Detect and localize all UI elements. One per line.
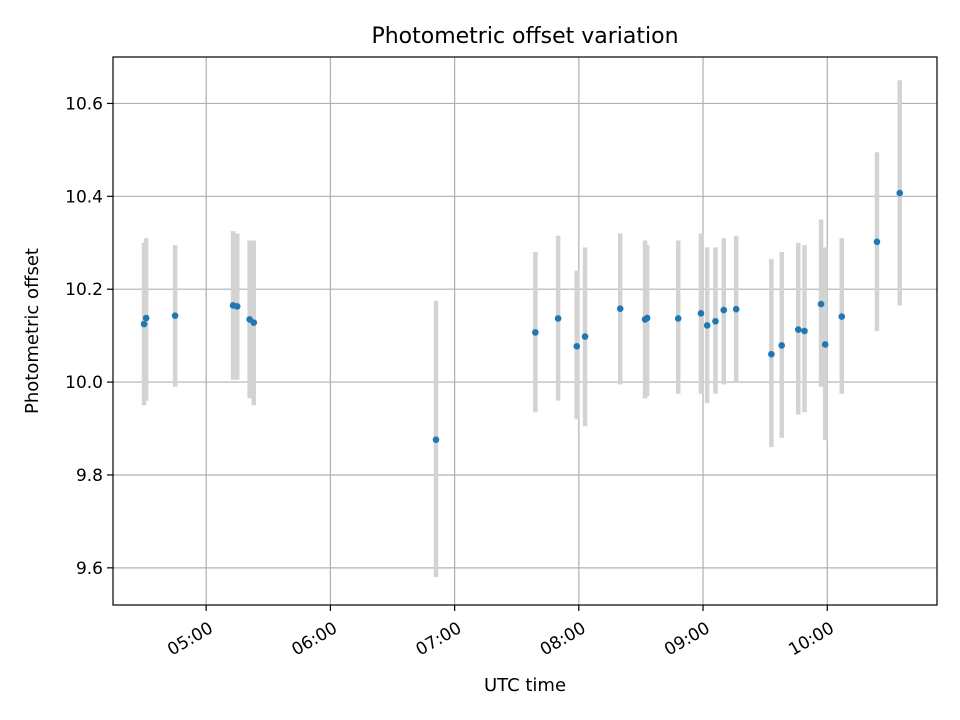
data-point bbox=[720, 306, 728, 314]
data-point bbox=[821, 341, 829, 348]
x-tick-label: 10:00 bbox=[785, 618, 837, 660]
data-point bbox=[817, 300, 825, 308]
data-point bbox=[674, 315, 682, 322]
data-point bbox=[554, 315, 562, 322]
y-axis-label: Photometric offset bbox=[22, 248, 43, 414]
tick-layer: 05:00 06:00 07:00 08:00 09:00 10:00 9.6 9.8 10.0… bbox=[65, 94, 838, 660]
y-tick-label: 10.6 bbox=[65, 94, 103, 114]
data-point bbox=[801, 327, 808, 335]
data-point bbox=[896, 189, 904, 197]
data-point bbox=[643, 314, 651, 322]
data-point bbox=[778, 342, 786, 349]
data-point bbox=[532, 329, 539, 336]
x-tick-label: 07:00 bbox=[413, 618, 465, 660]
data-point bbox=[768, 350, 775, 358]
x-tick-label: 06:00 bbox=[288, 618, 340, 660]
x-tick-label: 08:00 bbox=[537, 618, 589, 660]
x-tick-label: 09:00 bbox=[661, 618, 713, 660]
error-bar-layer bbox=[141, 80, 902, 578]
y-tick-label: 9.8 bbox=[76, 466, 103, 486]
data-point bbox=[581, 333, 589, 340]
data-point bbox=[703, 322, 711, 329]
data-point bbox=[712, 317, 719, 325]
data-point bbox=[171, 312, 179, 319]
data-point bbox=[873, 238, 881, 246]
data-point bbox=[732, 305, 740, 313]
y-tick-label: 9.6 bbox=[76, 559, 103, 579]
data-point bbox=[838, 313, 846, 320]
x-axis-label: UTC time bbox=[484, 675, 566, 696]
x-tick-label: 05:00 bbox=[164, 618, 216, 660]
data-point bbox=[573, 343, 581, 350]
y-tick-label: 10.4 bbox=[65, 187, 103, 207]
data-point bbox=[142, 314, 150, 322]
data-point bbox=[794, 326, 802, 333]
chart-title: Photometric offset variation bbox=[371, 24, 678, 49]
data-point bbox=[233, 303, 241, 310]
data-point bbox=[250, 319, 258, 326]
y-tick-label: 10.2 bbox=[65, 280, 103, 300]
data-point bbox=[697, 310, 705, 317]
plot-frame bbox=[112, 56, 938, 606]
y-tick-label: 10.0 bbox=[65, 373, 103, 393]
data-point bbox=[140, 320, 148, 328]
data-point bbox=[616, 305, 624, 313]
point-layer bbox=[140, 189, 904, 443]
data-point bbox=[432, 436, 440, 443]
